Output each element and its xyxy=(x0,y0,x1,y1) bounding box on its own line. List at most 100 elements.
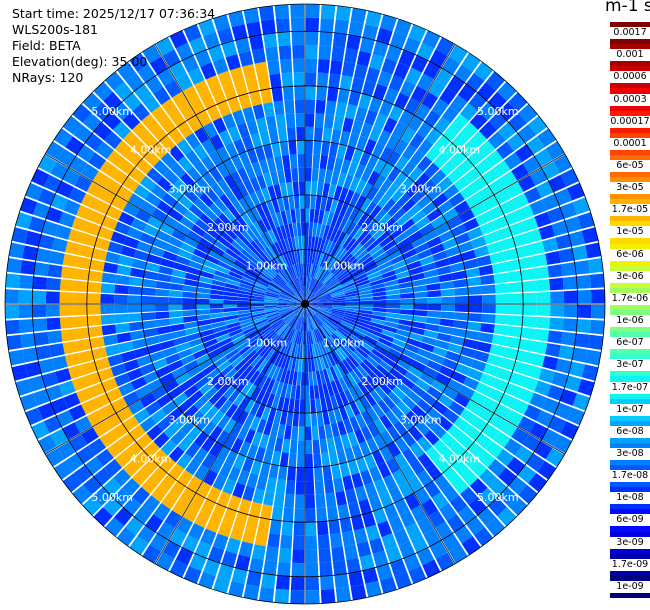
beta-gate xyxy=(305,99,316,114)
beta-gate xyxy=(20,333,36,348)
beta-gate xyxy=(311,181,318,196)
beta-gate-feature xyxy=(512,361,529,375)
beta-gate xyxy=(279,292,293,300)
beta-gate xyxy=(250,459,263,476)
beta-gate xyxy=(329,394,339,410)
beta-gate xyxy=(393,232,408,245)
beta-gate xyxy=(377,520,393,538)
beta-gate-speckle xyxy=(255,389,266,404)
beta-gate xyxy=(216,430,230,446)
beta-gate xyxy=(294,508,305,523)
beta-gate xyxy=(155,552,175,571)
beta-gate xyxy=(411,384,427,399)
beta-gate xyxy=(6,334,23,351)
beta-gate-feature xyxy=(196,481,212,499)
beta-gate-speckle xyxy=(336,231,346,245)
beta-gate-speckle xyxy=(313,314,323,327)
beta-gate-feature xyxy=(440,159,457,176)
beta-gate xyxy=(88,438,106,456)
beta-gate xyxy=(373,507,388,525)
beta-gate-feature xyxy=(169,480,186,499)
range-ring-label: 1.00km xyxy=(246,259,288,272)
beta-gate-feature xyxy=(520,327,536,340)
beta-gate-speckle xyxy=(331,295,346,300)
beta-gate-feature xyxy=(469,459,487,478)
beta-gate xyxy=(161,192,178,208)
beta-gate xyxy=(313,236,319,251)
beta-gate xyxy=(155,280,171,290)
beta-gate xyxy=(249,557,264,574)
beta-gate xyxy=(412,285,428,293)
beta-gate-feature xyxy=(78,244,95,258)
beta-gate xyxy=(473,350,490,363)
beta-gate xyxy=(216,146,231,163)
beta-gate xyxy=(305,549,318,564)
beta-gate xyxy=(277,255,287,269)
beta-gate xyxy=(297,440,305,454)
beta-gate xyxy=(238,441,251,457)
beta-gate xyxy=(275,114,286,129)
beta-gate xyxy=(250,306,265,310)
beta-gate xyxy=(328,73,341,89)
beta-gate xyxy=(275,367,284,382)
beta-gate xyxy=(328,409,337,424)
beta-gate xyxy=(529,199,547,216)
beta-gate-speckle xyxy=(270,318,283,328)
beta-gate xyxy=(351,77,365,94)
beta-gate xyxy=(416,156,433,172)
beta-gate xyxy=(413,304,428,311)
beta-gate xyxy=(147,215,164,230)
beta-gate-speckle xyxy=(302,317,305,332)
beta-gate-feature xyxy=(91,248,108,261)
beta-gate xyxy=(185,132,201,150)
beta-gate-speckle xyxy=(398,319,413,327)
beta-gate-feature xyxy=(189,97,206,115)
beta-gate-feature xyxy=(434,456,451,474)
beta-gate xyxy=(238,344,252,356)
beta-gate-speckle xyxy=(367,328,382,338)
beta-gate-feature xyxy=(487,387,505,403)
beta-gate-feature xyxy=(496,226,513,241)
beta-gate xyxy=(220,341,235,352)
beta-gate xyxy=(351,472,364,489)
beta-gate xyxy=(264,308,279,313)
beta-gate xyxy=(38,358,55,374)
beta-gate xyxy=(296,277,302,292)
beta-gate xyxy=(343,287,358,294)
beta-gate xyxy=(175,342,191,353)
beta-gate-speckle xyxy=(237,362,251,375)
beta-gate xyxy=(399,287,414,294)
beta-gate-feature xyxy=(511,193,529,210)
beta-gate-feature xyxy=(531,253,548,268)
beta-gate-speckle xyxy=(292,412,299,427)
beta-gate xyxy=(222,345,237,356)
beta-gate xyxy=(326,381,335,397)
beta-gate xyxy=(446,378,463,393)
beta-gate xyxy=(551,220,569,237)
beta-gate-speckle xyxy=(376,231,390,244)
beta-gate xyxy=(268,334,280,347)
beta-gate-speckle xyxy=(364,392,377,407)
beta-gate xyxy=(265,348,276,362)
beta-gate xyxy=(214,217,228,231)
beta-gate xyxy=(324,169,333,184)
beta-gate xyxy=(313,140,322,155)
beta-gate-speckle xyxy=(266,287,281,295)
beta-gate xyxy=(305,481,315,495)
beta-gate xyxy=(145,335,160,346)
beta-gate xyxy=(364,109,378,126)
beta-gate-feature xyxy=(249,90,262,107)
beta-gate-speckle xyxy=(261,377,272,392)
beta-gate xyxy=(363,236,376,250)
beta-gate xyxy=(132,103,150,122)
beta-gate xyxy=(394,265,409,275)
beta-gate-feature xyxy=(169,109,186,128)
beta-gate xyxy=(243,7,260,24)
beta-gate xyxy=(164,80,182,98)
beta-gate xyxy=(49,343,65,358)
beta-gate xyxy=(353,326,368,335)
beta-gate xyxy=(354,323,369,332)
beta-gate xyxy=(316,507,328,522)
beta-gate xyxy=(416,42,435,61)
beta-gate xyxy=(238,395,251,411)
